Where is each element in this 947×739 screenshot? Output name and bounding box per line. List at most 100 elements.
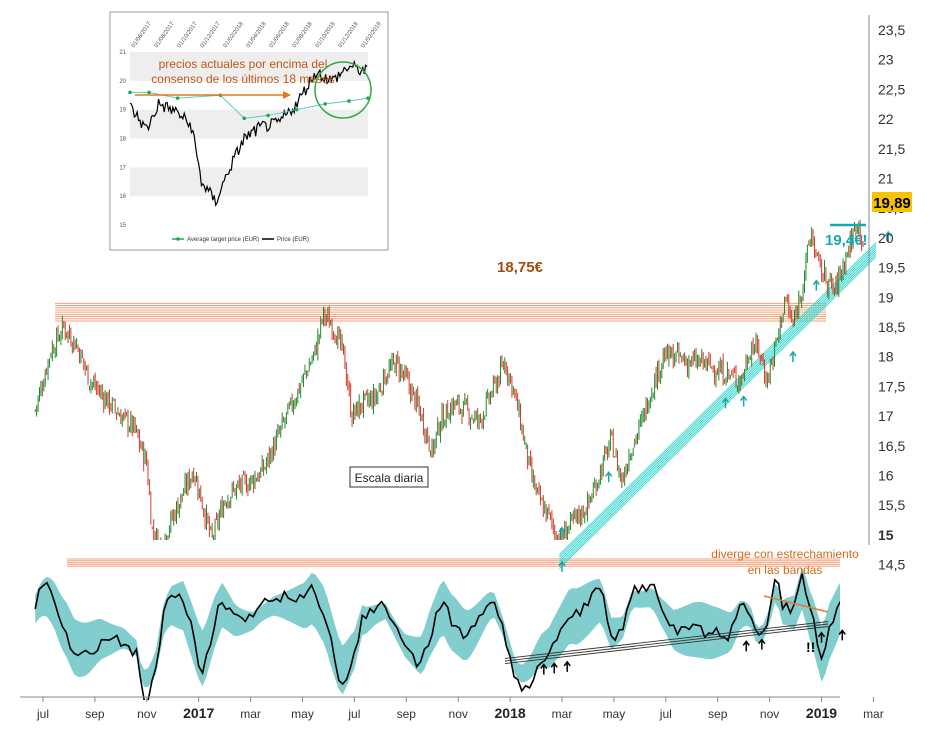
oscillator-annotation-line-1: diverge con estrechamiento [711, 547, 859, 561]
oscillator-support-line [504, 621, 829, 659]
support-arrow [812, 279, 820, 291]
oscillator-support-line [504, 626, 829, 664]
inset-legend-target: Average target price (EUR) [187, 237, 259, 243]
support-arrow [884, 230, 892, 242]
inset-highlight-circle [314, 61, 372, 119]
last-price-badge: 19,89 [872, 192, 912, 212]
inset-target-point [347, 99, 351, 103]
inset-annotation-line-2: consenso de los últimos 18 meses [151, 72, 334, 86]
resistance-level-label: 18,75€ [497, 259, 544, 276]
trendline [559, 251, 877, 565]
oscillator-arrow [540, 663, 548, 675]
inset-y-tick-label: 20 [119, 79, 126, 85]
x-tick-label: nov [760, 707, 779, 721]
y-axis-ticks: 23,52322,52221,52120,52019,51918,51817,5… [878, 22, 905, 573]
oscillator-arrow [758, 638, 766, 650]
inset-y-tick-label: 18 [119, 137, 126, 143]
x-tick-label: jul [659, 707, 672, 721]
trendline [559, 249, 877, 562]
x-tick-label: sep [85, 707, 105, 721]
scale-note: Escala diaria [355, 471, 424, 485]
x-tick-label: 2018 [495, 705, 526, 721]
support-arrow [605, 471, 613, 483]
y-tick-label: 23 [878, 52, 894, 68]
inset-legend-price: Price (EUR) [277, 237, 309, 243]
x-tick-label: jul [36, 707, 49, 721]
x-tick-label: 2017 [183, 705, 214, 721]
oscillator-arrow [742, 640, 750, 652]
inset-y-tick-label: 16 [119, 194, 126, 200]
y-tick-label: 16,5 [878, 438, 905, 454]
y-tick-label: 17,5 [878, 378, 905, 394]
y-tick-label: 21,5 [878, 141, 905, 157]
inset-target-point [175, 96, 180, 100]
trendline [559, 242, 877, 556]
target-marker: 19,4€! [825, 223, 868, 249]
inset-target-point [323, 102, 327, 106]
support-arrow [721, 397, 730, 409]
x-tick-label: sep [708, 707, 728, 721]
scale-note-box: Escala diaria [349, 466, 429, 488]
y-tick-label: 19 [878, 289, 894, 305]
y-tick-label: 18,5 [878, 319, 905, 335]
support-arrow [558, 560, 566, 572]
y-tick-label: 21 [878, 171, 894, 187]
inset-target-point [128, 90, 132, 95]
inset-target-point [266, 113, 270, 118]
last-price-label: 19,89 [873, 195, 911, 212]
divergence-line [763, 595, 829, 613]
y-tick-label: 17 [878, 408, 894, 424]
y-tick-label: 15 [878, 527, 894, 543]
y-tick-label: 19,5 [878, 260, 905, 276]
trendline-channel [559, 242, 877, 569]
x-axis-ticks: jul sep nov 2017 mar may jul sep nov 2018 mar may ju… [20, 696, 884, 721]
inset-target-point [294, 107, 299, 112]
inset-grid-band [130, 167, 368, 197]
y-tick-label: 20 [878, 230, 894, 246]
y-tick-label: 15,5 [878, 497, 905, 513]
y-tick-label: 16 [878, 468, 894, 484]
x-tick-label: sep [397, 707, 417, 721]
y-tick-label: 22 [878, 111, 894, 127]
oscillator-arrow [563, 660, 571, 672]
oscillator-arrow [838, 629, 846, 641]
x-tick-label: jul [347, 707, 360, 721]
double-exclamation-mark: !! [806, 639, 815, 655]
horizontal-levels [55, 302, 840, 567]
support-arrow [740, 395, 748, 407]
trendline [559, 256, 877, 569]
trendline [559, 244, 877, 558]
y-tick-label: 14,5 [878, 557, 905, 573]
trendline [559, 247, 877, 560]
y-tick-label: 18 [878, 349, 894, 365]
inset-legend: Average target price (EUR) Price (EUR) [172, 237, 309, 243]
oscillator-band [35, 567, 840, 695]
inset-price-line [129, 59, 368, 207]
oscillator-annotation-line-2: en las bandas [748, 563, 823, 577]
x-tick-label: nov [449, 707, 468, 721]
x-tick-label: may [291, 707, 314, 721]
y-tick-label: 23,5 [878, 22, 905, 38]
inset-y-tick-label: 17 [119, 165, 126, 171]
inset-arrow-head [283, 91, 291, 99]
oscillator-support-line [504, 623, 829, 662]
support-arrows [558, 230, 892, 572]
inset-y-tick-label: 21 [119, 50, 126, 56]
oscillator-arrows [540, 629, 846, 675]
inset-annotation-line-1: precios actuales por encima del [159, 57, 328, 71]
inset-y-tick-label: 15 [119, 223, 126, 229]
oscillator-arrow [817, 631, 826, 643]
inset-y-ticks: 21 20 19 18 17 16 15 [119, 50, 126, 229]
x-tick-label: mar [552, 707, 573, 721]
x-tick-label: 2019 [806, 705, 837, 721]
oscillator-line [34, 573, 840, 700]
x-tick-label: mar [863, 707, 884, 721]
trendline [559, 254, 877, 567]
oscillator-arrow [550, 662, 558, 674]
inset-target-point [147, 90, 151, 95]
x-tick-label: may [603, 707, 626, 721]
inset-y-tick-label: 19 [119, 108, 126, 114]
candles [34, 219, 864, 540]
